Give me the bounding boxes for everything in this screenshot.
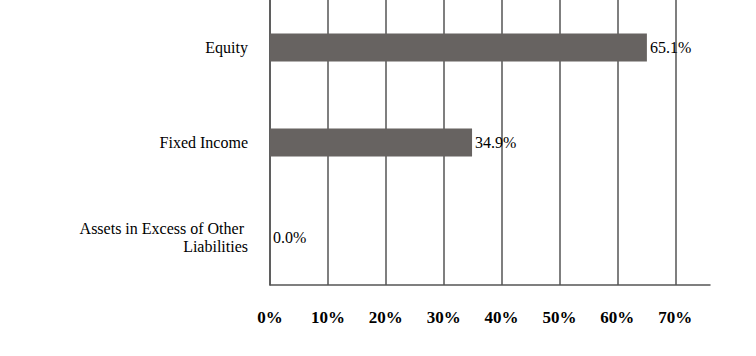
svg-text:Fixed Income: Fixed Income [160,134,248,151]
svg-text:Assets in Excess of Other: Assets in Excess of Other [80,220,248,237]
svg-text:34.9%: 34.9% [475,134,516,151]
svg-text:Liabilities: Liabilities [183,238,248,255]
svg-text:0.0%: 0.0% [273,229,306,246]
svg-text:20%: 20% [369,308,403,327]
svg-text:50%: 50% [542,308,576,327]
svg-text:30%: 30% [427,308,461,327]
svg-text:70%: 70% [658,308,692,327]
svg-text:65.1%: 65.1% [650,39,691,56]
svg-text:Equity: Equity [205,39,248,57]
svg-text:60%: 60% [600,308,634,327]
svg-text:0%: 0% [257,308,283,327]
svg-text:10%: 10% [311,308,345,327]
svg-text:40%: 40% [485,308,519,327]
